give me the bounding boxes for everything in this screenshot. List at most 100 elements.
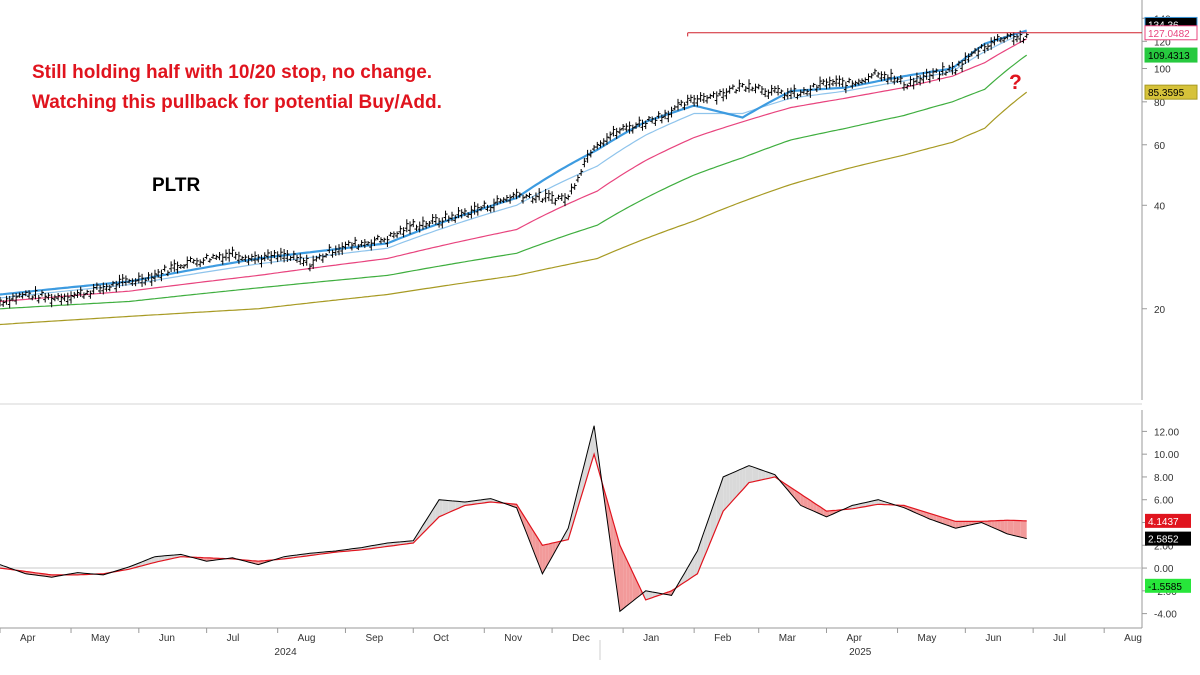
macd-histogram-band (865, 501, 869, 507)
macd-badge (1145, 531, 1191, 546)
macd-line (0, 425, 1027, 613)
macd-histogram-band (164, 555, 168, 561)
macd-histogram-band (749, 465, 753, 483)
macd-histogram-band (949, 519, 953, 528)
macd-histogram-band (545, 543, 549, 569)
line-20-day-ema (0, 31, 1027, 299)
macd-histogram-band (632, 572, 636, 602)
macd-histogram-band (435, 499, 440, 521)
macd-histogram-band (962, 521, 966, 527)
macd-histogram-band (426, 515, 430, 530)
price-badge-label: 127.0482 (1148, 29, 1190, 40)
macd-histogram-band (442, 500, 446, 516)
macd-histogram-band (155, 556, 159, 563)
macd-histogram-band (929, 513, 934, 521)
macd-histogram-band (816, 504, 821, 514)
macd-histogram-band (800, 494, 804, 507)
macd-histogram-band (765, 471, 769, 480)
macd-badge (1145, 578, 1191, 593)
macd-histogram-band (526, 519, 530, 541)
macd-histogram-band (713, 495, 717, 535)
macd-histogram-band (626, 558, 630, 607)
macd-histogram-band (997, 520, 1001, 531)
macd-histogram-band (958, 521, 963, 528)
macd-histogram-band (858, 503, 862, 508)
macd-histogram-band (1017, 520, 1021, 537)
macd-histogram-band (946, 518, 950, 526)
signal-line (0, 452, 1027, 601)
macd-histogram-band (684, 567, 688, 583)
macd-histogram-band (694, 551, 698, 576)
macd-badge (1145, 513, 1191, 528)
macd-histogram-band (416, 530, 420, 540)
macd-histogram-band (862, 502, 866, 508)
macd-histogram-band (529, 524, 533, 549)
month-label: Jul (227, 633, 240, 644)
month-label: Feb (714, 633, 732, 644)
macd-histogram-band (565, 528, 569, 541)
month-label: Apr (847, 633, 863, 644)
line-50-day-ma (0, 38, 1027, 303)
macd-histogram-band (868, 501, 872, 506)
month-label: Jun (159, 633, 175, 644)
price-tick-label: 120 (1154, 37, 1171, 48)
year-label: 2024 (274, 647, 297, 658)
price-badge (1144, 25, 1198, 41)
macd-histogram-band (707, 514, 711, 551)
macd-histogram-band (571, 502, 575, 529)
month-label: Jan (643, 633, 659, 644)
macd-histogram-band (803, 496, 808, 509)
macd-histogram-band (855, 504, 859, 509)
macd-histogram-band (710, 504, 714, 543)
macd-histogram-band (474, 500, 478, 505)
macd-histogram-band (629, 565, 633, 604)
line-100-day-ma (0, 54, 1028, 310)
macd-panel: 12.0010.008.006.004.002.000.00-2.00-4.00… (0, 425, 1191, 621)
macd-histogram-band (720, 476, 724, 519)
macd-histogram-band (690, 556, 695, 578)
macd-histogram-band (151, 556, 155, 564)
macd-badge-label: 2.5852 (1148, 535, 1179, 546)
month-label: Jun (985, 633, 1001, 644)
macd-histogram-band (739, 468, 743, 494)
macd-histogram-band (1023, 520, 1027, 539)
macd-histogram-band (481, 499, 485, 504)
month-label: Nov (504, 633, 522, 644)
time-axis: Apr May Jun Jul Aug Sep Oct Nov Dec Jan Feb Mar Apr M… (0, 628, 1142, 658)
macd-histogram-band (464, 501, 469, 506)
annotation-line-1: Still holding half with 10/20 stop, no c… (32, 62, 433, 83)
price-badge (1144, 47, 1198, 63)
macd-histogram-band (1010, 520, 1014, 536)
macd-histogram-band (448, 500, 452, 513)
price-badge-label: 85.3595 (1148, 88, 1185, 99)
macd-histogram-band (761, 470, 766, 480)
price-tick-label: 20 (1154, 305, 1166, 316)
macd-histogram-band (849, 505, 853, 510)
month-label: Aug (1124, 633, 1142, 644)
year-label: 2025 (849, 647, 872, 658)
macd-histogram-band (439, 499, 443, 517)
annotation-line-2: Watching this pullback for potential Buy… (32, 92, 442, 113)
macd-tick-label: 0.00 (1154, 564, 1174, 575)
macd-histogram-band (577, 476, 582, 508)
price-tick-label: 100 (1154, 65, 1171, 76)
month-label: Aug (298, 633, 316, 644)
macd-histogram-band (568, 515, 572, 540)
macd-histogram-band (926, 512, 930, 520)
macd-histogram-band (452, 500, 456, 512)
macd-tick-label: 6.00 (1154, 496, 1174, 507)
price-tick-label: 80 (1154, 98, 1166, 109)
month-label: Apr (20, 633, 36, 644)
month-label: Oct (433, 633, 449, 644)
month-label: Mar (779, 633, 797, 644)
macd-histogram-band (161, 555, 165, 561)
macd-histogram-band (807, 498, 811, 510)
macd-histogram-band (745, 465, 749, 487)
macd-histogram-band (939, 516, 943, 524)
macd-histogram-band (445, 500, 449, 514)
macd-histogram-band (874, 499, 879, 505)
macd-histogram-band (613, 522, 617, 589)
line-200-day-ma (0, 91, 1028, 326)
macd-histogram-band (991, 520, 995, 529)
macd-histogram-band (477, 499, 482, 504)
